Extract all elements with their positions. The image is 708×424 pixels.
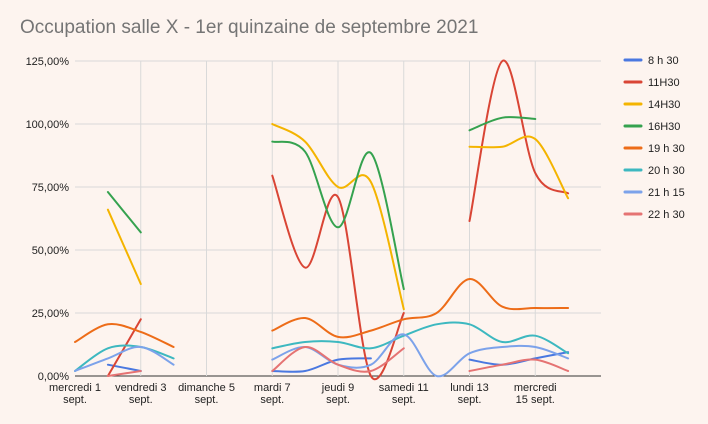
x-tick-label: lundi 13: [450, 382, 489, 394]
series-line: [271, 321, 570, 355]
legend-label: 8 h 30: [648, 55, 679, 67]
x-tick-label: sept.: [129, 394, 153, 406]
series-lines: [74, 59, 570, 381]
x-tick-label: mercredi 1: [49, 382, 101, 394]
legend-label: 21 h 15: [648, 187, 685, 199]
series-line: [271, 123, 405, 311]
x-tick-label: sept.: [260, 394, 284, 406]
legend-item: 11H30: [623, 77, 680, 89]
series-line: [271, 345, 405, 373]
x-tick-label: samedi 11: [379, 382, 429, 394]
x-tick-label: mardi 7: [254, 382, 291, 394]
series-line: [468, 59, 570, 222]
x-tick-label: vendredi 3: [115, 382, 166, 394]
y-tick-label: 125,00%: [26, 56, 70, 68]
series-line: [468, 116, 537, 132]
legend-item: 21 h 15: [623, 187, 685, 199]
legend-item: 8 h 30: [623, 55, 679, 67]
gridlines: [75, 60, 601, 377]
series-line: [106, 318, 142, 377]
legend-item: 22 h 30: [623, 209, 685, 221]
series-line: [74, 345, 175, 372]
y-tick-label: 75,00%: [32, 182, 70, 194]
x-tick-label: sept.: [458, 394, 482, 406]
y-tick-label: 0,00%: [38, 371, 69, 383]
series-line: [271, 357, 372, 373]
series-line: [106, 370, 142, 377]
legend-item: 20 h 30: [623, 165, 685, 177]
series-line: [271, 140, 405, 291]
series-20h30: [74, 321, 570, 372]
x-tick-label: 15 sept.: [516, 394, 555, 406]
axes: 0,00% 25,00% 50,00% 75,00% 100,00% 125,00% mer…: [26, 56, 557, 406]
series-line: [468, 135, 570, 200]
series-line: [271, 174, 405, 381]
legend-label: 11H30: [648, 77, 680, 89]
chart-title: Occupation salle X - 1er quinzaine de se…: [20, 17, 478, 38]
legend-item: 16H30: [623, 121, 680, 133]
x-tick-label: sept.: [63, 394, 87, 406]
series-line: [74, 323, 175, 348]
x-tick-label: sept.: [195, 394, 219, 406]
x-tick-label: sept.: [392, 394, 416, 406]
y-tick-label: 50,00%: [32, 245, 70, 257]
series-line: [271, 278, 570, 339]
y-tick-label: 25,00%: [32, 308, 70, 320]
series-11h30: [106, 59, 570, 381]
series-16h30: [106, 116, 537, 291]
x-tick-label: jeudi 9: [321, 382, 354, 394]
legend-item: 19 h 30: [623, 143, 685, 155]
series-line: [74, 344, 175, 372]
legend: 8 h 30 11H30 14H30 16H30 19 h 30 20 h 30 21 h …: [623, 55, 685, 221]
series-line: [468, 358, 570, 372]
legend-label: 19 h 30: [648, 143, 685, 155]
series-22h30: [106, 345, 570, 377]
x-tick-label: dimanche 5: [178, 382, 235, 394]
legend-label: 14H30: [648, 99, 680, 111]
legend-label: 16H30: [648, 121, 680, 133]
series-line: [468, 351, 570, 366]
series-line: [106, 208, 142, 285]
series-19h30: [74, 278, 570, 348]
series-line: [106, 191, 142, 234]
legend-item: 14H30: [623, 99, 680, 111]
x-tick-label: mercredi: [514, 382, 557, 394]
legend-label: 22 h 30: [648, 209, 685, 221]
legend-label: 20 h 30: [648, 165, 685, 177]
x-tick-label: sept.: [326, 394, 350, 406]
y-tick-label: 100,00%: [26, 119, 70, 131]
series-14h30: [106, 123, 570, 311]
